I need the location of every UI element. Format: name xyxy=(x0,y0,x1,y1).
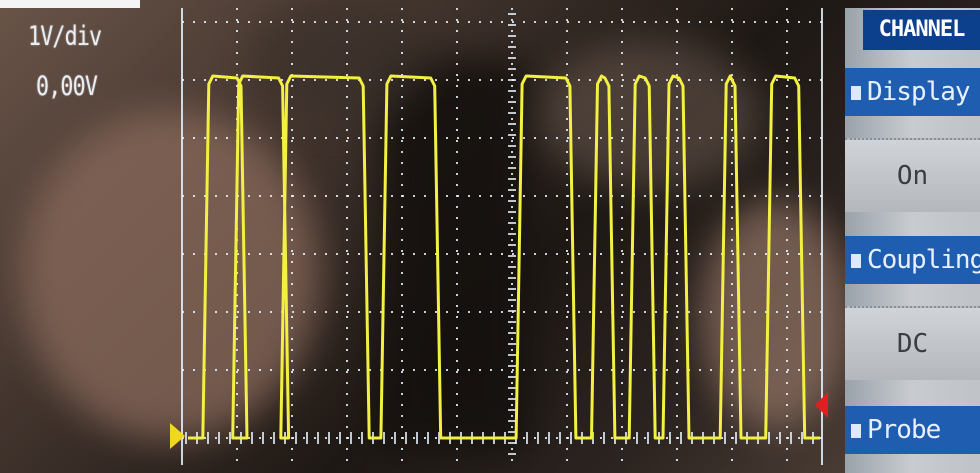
display-value-button[interactable]: On xyxy=(845,138,980,212)
bullet-icon xyxy=(851,253,861,268)
volts-per-div-readout: 1V/div xyxy=(28,21,102,52)
scope-display xyxy=(181,8,823,465)
menu-item-probe[interactable]: Probe xyxy=(845,406,980,454)
channel-menu: CHANNEL Display On Coupling DC Probe xyxy=(845,8,980,473)
menu-item-display[interactable]: Display xyxy=(845,68,980,116)
menu-title: CHANNEL xyxy=(863,10,980,50)
reflection-phone xyxy=(380,60,530,450)
bullet-icon xyxy=(851,423,861,438)
ground-marker-icon xyxy=(170,423,185,449)
coupling-value-button[interactable]: DC xyxy=(845,306,980,380)
trigger-level-marker-icon xyxy=(815,392,828,418)
menu-item-label: Probe xyxy=(867,415,941,445)
screen-edge xyxy=(0,0,140,8)
graticule-grid xyxy=(181,8,823,465)
reflection-hand xyxy=(20,110,320,440)
menu-item-label: Coupling xyxy=(867,245,980,275)
menu-item-coupling[interactable]: Coupling xyxy=(845,236,980,284)
reflection-shadow xyxy=(250,0,430,120)
channel-trace xyxy=(188,74,820,440)
menu-item-label: Display xyxy=(867,77,971,107)
bullet-icon xyxy=(851,85,861,100)
offset-readout: 0,00V xyxy=(36,71,98,102)
